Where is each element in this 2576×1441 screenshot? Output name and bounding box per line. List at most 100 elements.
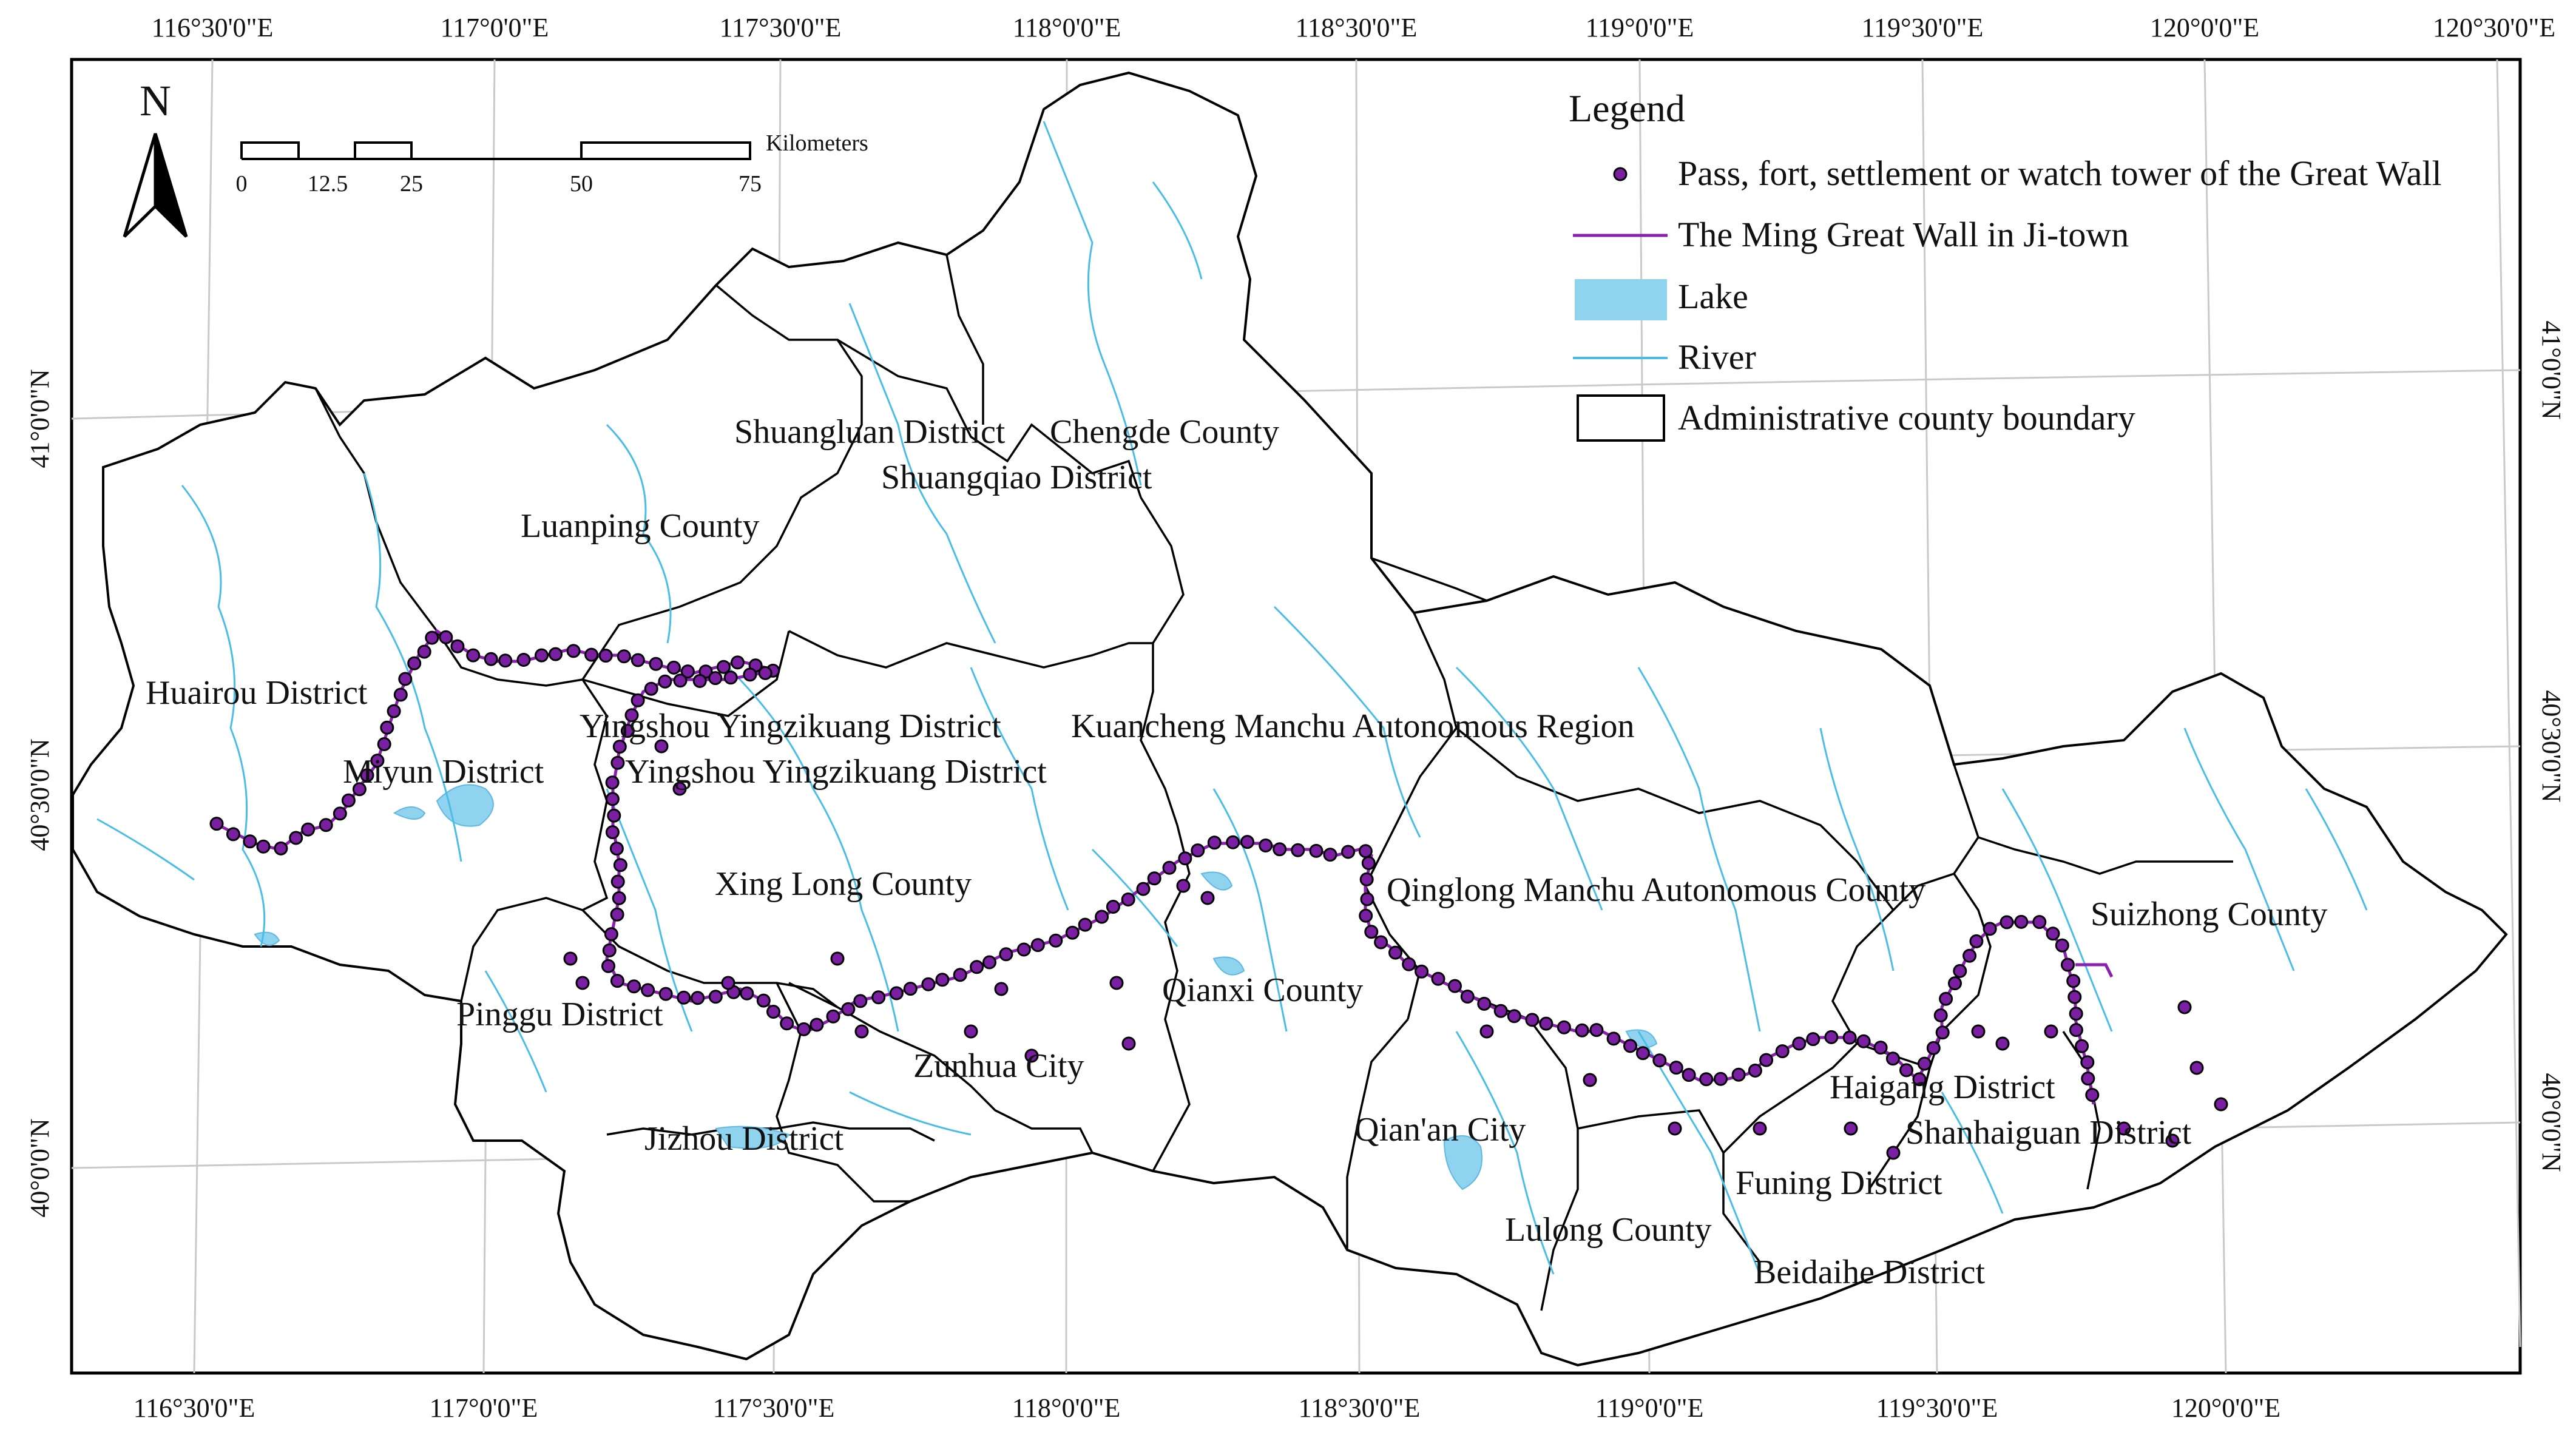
bottom-lon-1: 117°0'0"E — [430, 1393, 538, 1423]
great-wall-point — [1191, 843, 1205, 858]
great-wall-point — [1669, 1061, 1683, 1075]
great-wall-point — [1507, 1009, 1521, 1024]
legend-label-wall: The Ming Great Wall in Ji-town — [1678, 215, 2129, 254]
great-wall-point — [627, 979, 641, 994]
great-wall-point — [209, 817, 224, 831]
great-wall-point — [2189, 1061, 2204, 1075]
top-lon-8: 120°30'0"E — [2433, 13, 2555, 42]
county-label-beidaihe: Beidaihe District — [1754, 1254, 1985, 1291]
great-wall-point — [1995, 1036, 2010, 1051]
great-wall-point — [1842, 1030, 1857, 1045]
bottom-lon-0: 116°30'0"E — [134, 1393, 255, 1423]
great-wall-point — [612, 740, 627, 754]
great-wall-point — [756, 993, 771, 1008]
great-wall-point — [605, 825, 620, 840]
top-lon-1: 117°0'0"E — [441, 13, 549, 42]
great-wall-point — [630, 653, 645, 667]
great-wall-point — [598, 649, 613, 663]
great-wall-point — [417, 644, 431, 659]
great-wall-point — [1200, 891, 1215, 905]
legend-lake-symbol — [1575, 279, 1667, 320]
great-wall-point — [1477, 996, 1492, 1011]
county-label-shanhaiguan: Shanhaiguan District — [1905, 1114, 2192, 1152]
great-wall-point — [677, 990, 691, 1005]
great-wall-point — [1049, 933, 1063, 948]
great-wall-point — [575, 976, 590, 990]
great-wall-point — [1109, 976, 1124, 990]
great-wall-point — [1162, 860, 1177, 875]
great-wall-point — [1886, 1146, 1901, 1160]
great-wall-point — [2085, 1088, 2100, 1102]
great-wall-point — [377, 737, 391, 751]
county-label-shuangluan: Shuangluan District — [734, 413, 1006, 451]
great-wall-point — [620, 724, 635, 738]
great-wall-point — [1291, 843, 1305, 857]
scale-unit: Kilometers — [766, 130, 868, 156]
great-wall-point — [1374, 935, 1388, 950]
great-wall-point — [1341, 845, 1356, 859]
great-wall-point — [658, 987, 673, 1001]
legend-label-points: Pass, fort, settlement or watch tower of… — [1678, 154, 2442, 193]
great-wall-point — [766, 1005, 780, 1019]
great-wall-point — [1806, 1032, 1820, 1047]
great-wall-point — [1899, 1063, 1913, 1078]
great-wall-point — [1259, 839, 1273, 852]
great-wall-point — [1969, 934, 1984, 948]
great-wall-point — [692, 673, 707, 688]
county-label-kuancheng: Kuancheng Manchu Autonomous Region — [1071, 707, 1635, 745]
top-lon-7: 120°0'0"E — [2150, 13, 2259, 42]
great-wall-point — [466, 648, 481, 663]
great-wall-point — [2067, 990, 2082, 1004]
legend-label-river: River — [1678, 337, 1756, 377]
top-lon-3: 118°0'0"E — [1013, 13, 1121, 42]
great-wall-point — [1775, 1044, 1790, 1059]
great-wall-point — [607, 808, 621, 823]
great-wall-point — [1557, 1020, 1571, 1034]
great-wall-point — [1479, 1024, 1494, 1039]
top-lon-5: 119°0'0"E — [1586, 13, 1694, 42]
great-wall-point — [1856, 1034, 1871, 1048]
great-wall-point — [2165, 1133, 2180, 1148]
great-wall-point — [1753, 1121, 1767, 1136]
left-latitude-labels: 41°0'0"N 40°30'0"N 40°0'0"N — [25, 369, 55, 1217]
great-wall-point — [780, 1016, 794, 1031]
great-wall-point — [610, 874, 625, 889]
great-wall-point — [1939, 991, 1953, 1006]
great-wall-point — [380, 720, 394, 735]
great-wall-point — [1136, 882, 1151, 896]
great-wall-point — [1176, 879, 1191, 893]
county-label-pinggu: Pinggu District — [456, 996, 663, 1033]
great-wall-point — [439, 630, 453, 644]
great-wall-point — [673, 673, 688, 688]
great-wall-point — [853, 994, 868, 1008]
great-wall-point — [672, 781, 687, 796]
county-label-xinglong: Xing Long County — [715, 865, 972, 903]
right-lat-1: 40°30'0"N — [2537, 690, 2566, 802]
great-wall-point — [604, 927, 618, 942]
county-label-shuangqiao: Shuangqiao District — [881, 459, 1152, 496]
great-wall-point — [1885, 1051, 1900, 1066]
county-label-lulong: Lulong County — [1505, 1211, 1712, 1249]
great-wall-point — [1360, 892, 1374, 906]
great-wall-point — [1024, 1048, 1039, 1063]
bottom-longitude-labels: 116°30'0"E 117°0'0"E 117°30'0"E 118°0'0"… — [134, 1393, 2281, 1423]
great-wall-point — [610, 755, 625, 770]
county-label-qianxi: Qianxi County — [1162, 971, 1363, 1009]
great-wall-point — [1539, 1016, 1553, 1031]
great-wall-point — [666, 660, 681, 675]
great-wall-point — [1668, 1121, 1682, 1136]
legend-boundary-symbol — [1577, 394, 1665, 442]
great-wall-point — [1273, 842, 1287, 857]
county-label-miyun: Miyun District — [343, 753, 544, 791]
great-wall-points — [209, 630, 2228, 1160]
great-wall-point — [854, 1024, 869, 1039]
county-label-jizhou: Jizhou District — [644, 1120, 844, 1158]
great-wall-point — [333, 806, 347, 821]
great-wall-point — [1402, 957, 1416, 971]
right-lat-2: 40°0'0"N — [2537, 1073, 2566, 1172]
county-label-chengde: Chengde County — [1050, 413, 1279, 451]
great-wall-point — [610, 974, 624, 988]
great-wall-point — [1606, 1031, 1621, 1046]
great-wall-point — [2046, 926, 2060, 941]
scale-tick-25: 25 — [400, 171, 423, 197]
